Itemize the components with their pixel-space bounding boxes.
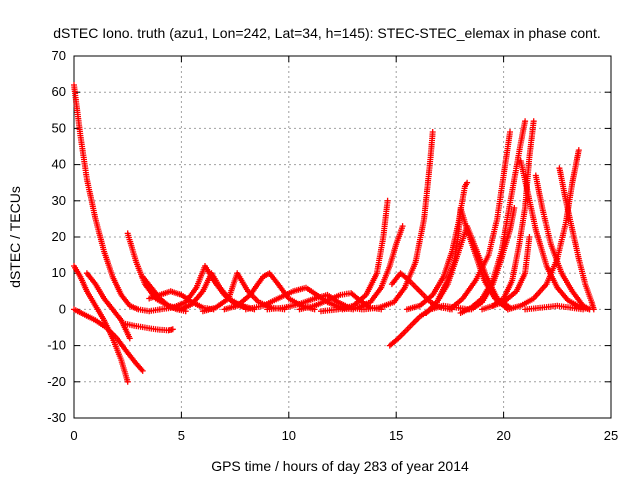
- x-tick-label: 5: [178, 428, 185, 443]
- y-tick-label: 50: [52, 120, 66, 135]
- chart-title: dSTEC Iono. truth (azu1, Lon=242, Lat=34…: [53, 25, 600, 41]
- y-tick-label: -30: [47, 410, 66, 425]
- y-tick-label: 10: [52, 265, 66, 280]
- series-group: [71, 82, 597, 385]
- series-arc-1: [71, 82, 163, 315]
- data-points: [532, 172, 593, 313]
- x-tick-label: 20: [496, 428, 510, 443]
- data-points: [436, 223, 513, 311]
- data-points: [71, 82, 163, 315]
- y-tick-label: 30: [52, 193, 66, 208]
- data-points: [124, 230, 185, 313]
- y-tick-label: -20: [47, 374, 66, 389]
- y-tick-label: 70: [52, 48, 66, 63]
- y-tick-label: 20: [52, 229, 66, 244]
- data-points: [339, 223, 406, 313]
- y-tick-label: 40: [52, 157, 66, 172]
- series-arc-6: [124, 230, 185, 313]
- y-ticks: -30 -20 -10 0 10 20 30 40 50 60 70: [47, 48, 611, 425]
- series-arc-32: [479, 234, 533, 313]
- series-arc-30: [532, 172, 593, 313]
- data-points: [522, 302, 587, 313]
- series-arc-33: [522, 302, 587, 313]
- x-tick-label: 0: [70, 428, 77, 443]
- series-arc-19: [361, 129, 436, 313]
- data-points: [556, 165, 597, 313]
- y-axis-label: dSTEC / TECUs: [7, 186, 23, 288]
- series-arc-17: [339, 223, 406, 313]
- series-arc-5: [122, 320, 176, 334]
- x-tick-label: 25: [604, 428, 618, 443]
- x-tick-label: 15: [389, 428, 403, 443]
- y-tick-label: 60: [52, 84, 66, 99]
- x-ticks: 0 5 10 15 20 25: [70, 56, 618, 443]
- series-arc-3: [71, 306, 146, 374]
- series-arc-26: [468, 205, 518, 313]
- series-arc-23: [436, 223, 513, 311]
- series-arc-24: [446, 129, 513, 313]
- x-tick-label: 10: [282, 428, 296, 443]
- data-points: [361, 129, 436, 313]
- series-arc-31: [556, 165, 597, 313]
- data-points: [122, 320, 176, 334]
- data-points: [71, 306, 146, 374]
- data-points: [479, 234, 533, 313]
- y-tick-label: 0: [59, 301, 66, 316]
- data-points: [446, 129, 513, 313]
- y-tick-label: -10: [47, 338, 66, 353]
- data-points: [468, 205, 518, 313]
- x-axis-label: GPS time / hours of day 283 of year 2014: [211, 458, 469, 474]
